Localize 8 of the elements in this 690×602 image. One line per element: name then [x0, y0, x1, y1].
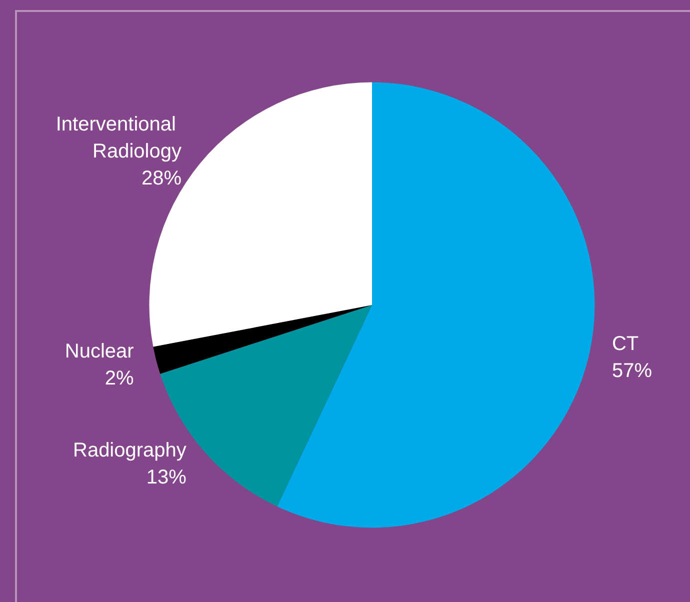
slice-label: Radiography	[72, 440, 186, 462]
slice-label: Interventional Radiology	[56, 114, 182, 163]
data-label: 57%	[612, 360, 652, 382]
data-label: 2%	[104, 367, 134, 390]
slice-label: CT	[612, 333, 639, 356]
data-label: 13%	[146, 466, 187, 489]
slice-label: Nuclear	[64, 340, 134, 362]
data-label: 28%	[141, 168, 182, 190]
